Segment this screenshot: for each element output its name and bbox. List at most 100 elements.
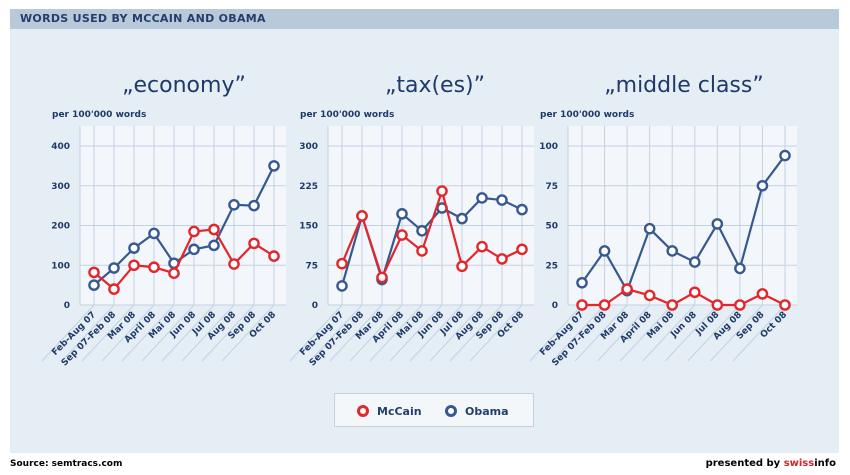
y-tick-label: 400 xyxy=(51,142,70,152)
y-axis-unit-label: per 100'000 words xyxy=(300,110,394,120)
data-point-mccain xyxy=(456,260,468,273)
gridline-x-slant xyxy=(664,304,718,362)
credit-prefix: presented by xyxy=(705,458,784,469)
legend-label-mccain: McCain xyxy=(377,404,422,418)
data-point-mccain xyxy=(376,271,388,284)
gridline-x-slant xyxy=(597,304,651,362)
data-point-obama xyxy=(248,199,260,212)
credit-brand-swiss: swiss xyxy=(783,458,815,469)
data-point-mccain xyxy=(336,257,348,270)
data-point-mccain xyxy=(666,299,679,311)
data-point-mccain xyxy=(711,299,724,311)
data-point-obama xyxy=(756,179,769,192)
data-point-obama xyxy=(576,276,588,289)
gridline-x-slant xyxy=(81,304,135,362)
data-point-mccain xyxy=(576,299,588,311)
data-point-mccain xyxy=(598,299,611,311)
chart-title: „middle class” xyxy=(604,73,764,98)
data-point-mccain xyxy=(128,259,140,272)
gridline-x-slant xyxy=(429,304,483,362)
data-point-mccain xyxy=(108,283,120,295)
chart-title: „tax(es)” xyxy=(385,73,485,98)
data-point-obama xyxy=(108,262,120,274)
data-point-obama xyxy=(228,199,240,211)
plot-area xyxy=(80,126,286,305)
data-point-mccain xyxy=(756,288,769,300)
data-point-obama xyxy=(734,262,746,275)
data-point-obama xyxy=(148,227,160,240)
legend-label-obama: Obama xyxy=(465,404,509,418)
gridline-x-slant xyxy=(732,304,786,362)
data-point-mccain xyxy=(188,225,200,238)
gridline-x-slant xyxy=(221,304,275,362)
data-point-obama xyxy=(188,243,200,256)
y-tick-label: 0 xyxy=(64,301,70,311)
plot-area xyxy=(568,126,797,305)
gridline-x-slant xyxy=(61,304,115,362)
gridline-x-slant xyxy=(369,304,423,362)
chart-title: „economy” xyxy=(122,73,246,98)
data-point-mccain xyxy=(734,299,746,311)
y-axis-unit-label: per 100'000 words xyxy=(540,110,634,120)
gridline-x-slant xyxy=(121,304,175,362)
y-tick-label: 75 xyxy=(545,182,558,192)
credit-brand-info: info xyxy=(814,458,836,469)
gridline-x-slant xyxy=(619,304,673,362)
data-point-mccain xyxy=(621,283,633,295)
y-tick-label: 225 xyxy=(299,182,318,192)
credit: presented by swissinfo xyxy=(706,458,836,469)
obama-marker-icon xyxy=(445,405,457,417)
gridline-x-slant xyxy=(529,304,583,362)
header-title: WORDS USED BY MCCAIN AND OBAMA xyxy=(20,12,266,25)
data-point-mccain xyxy=(88,266,100,279)
data-point-obama xyxy=(779,149,791,162)
gridline-x-slant xyxy=(309,304,363,362)
gridline-x-slant xyxy=(181,304,235,362)
gridline-x-slant xyxy=(141,304,195,362)
data-point-obama xyxy=(336,280,348,292)
data-point-obama xyxy=(268,160,280,172)
data-point-obama xyxy=(711,218,724,230)
header-bar: WORDS USED BY MCCAIN AND OBAMA xyxy=(10,9,839,29)
data-point-obama xyxy=(128,242,140,254)
data-point-mccain xyxy=(148,261,160,274)
data-point-mccain xyxy=(208,223,220,236)
data-point-mccain xyxy=(436,185,448,197)
data-point-obama xyxy=(688,256,701,268)
data-point-obama xyxy=(496,194,508,206)
y-axis-unit-label: per 100'000 words xyxy=(52,110,146,120)
data-point-mccain xyxy=(516,243,528,256)
data-point-mccain xyxy=(416,245,428,257)
y-tick-label: 0 xyxy=(552,301,558,311)
gridline-x-slant xyxy=(469,304,523,362)
data-point-mccain xyxy=(168,267,180,280)
source-note: Source: semtracs.com xyxy=(10,459,123,469)
data-point-obama xyxy=(456,212,468,225)
data-point-obama xyxy=(396,208,408,220)
series-line-obama xyxy=(93,165,275,286)
gridline-x-slant xyxy=(574,304,628,362)
data-point-obama xyxy=(643,222,656,235)
gridline-x-slant xyxy=(289,304,343,362)
y-tick-label: 25 xyxy=(545,261,558,271)
data-point-obama xyxy=(88,279,100,291)
gridline-x-slant xyxy=(349,304,403,362)
gridline-x-slant xyxy=(552,304,605,362)
data-point-mccain xyxy=(268,250,280,262)
y-tick-label: 100 xyxy=(539,142,558,152)
gridline-x-slant xyxy=(642,304,696,362)
data-point-mccain xyxy=(779,299,791,311)
gridline-x-slant xyxy=(41,304,95,362)
mccain-marker-icon xyxy=(357,405,369,417)
gridline-x-slant xyxy=(710,304,763,362)
data-point-obama xyxy=(476,192,488,204)
data-point-mccain xyxy=(476,240,488,253)
data-point-obama xyxy=(516,203,528,216)
y-tick-label: 300 xyxy=(51,182,70,192)
data-point-mccain xyxy=(496,253,508,265)
y-tick-label: 50 xyxy=(545,222,558,232)
legend-item-obama: Obama xyxy=(445,403,509,419)
data-point-obama xyxy=(598,245,611,257)
